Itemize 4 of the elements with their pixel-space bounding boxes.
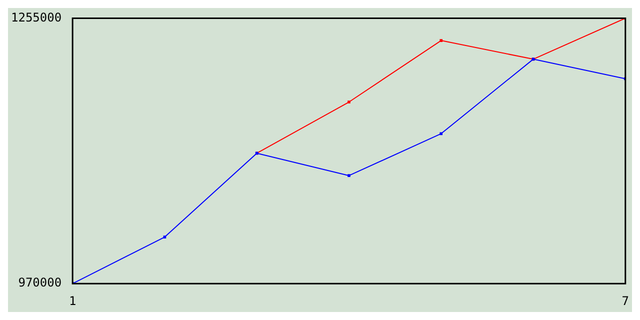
x-tick-label: 1	[68, 294, 76, 308]
x-tick-label: 7	[622, 294, 630, 308]
y-tick-label: 970000	[18, 276, 62, 290]
y-tick-label: 1255000	[10, 10, 62, 24]
